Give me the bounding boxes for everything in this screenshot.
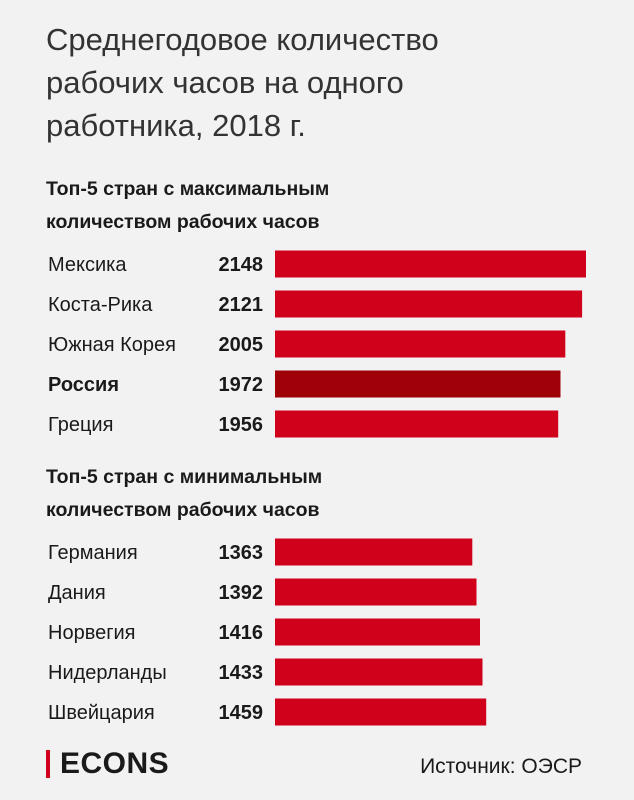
bar [275,250,586,278]
value-label: 1416 [219,622,264,644]
category-label: Мексика [48,254,127,276]
category-label: Дания [48,582,106,604]
category-label: Россия [48,374,119,396]
value-label: 2005 [219,334,264,356]
value-label: 1972 [219,374,264,396]
value-label: 1392 [219,582,264,604]
category-label: Норвегия [48,622,136,644]
value-label: 1459 [219,702,264,724]
brand-logo: ECONS [60,747,170,780]
category-label: Германия [48,542,138,564]
section-title-max: Топ-5 стран с максимальным количеством р… [46,178,330,233]
bar [275,578,477,606]
category-label: Греция [48,414,113,436]
bar [275,330,566,358]
value-label: 2121 [219,294,264,316]
bar [275,410,559,438]
value-label: 1433 [219,662,264,684]
category-label: Нидерланды [48,662,167,684]
bar [275,658,483,686]
bar [275,698,487,726]
chart-title: Среднегодовое количество рабочих часов н… [46,22,439,143]
value-label: 1956 [219,414,264,436]
category-label: Коста-Рика [48,294,153,316]
source-note: Источник: ОЭСР [420,755,582,778]
section-title-min: Топ-5 стран с минимальным количеством ра… [46,466,323,521]
bar [275,290,583,318]
category-label: Южная Корея [48,334,176,356]
value-label: 1363 [219,542,264,564]
bar [275,538,473,566]
category-label: Швейцария [48,702,155,724]
brand-accent-bar [46,750,50,778]
value-label: 2148 [219,254,264,276]
bar [275,370,561,398]
bar [275,618,480,646]
